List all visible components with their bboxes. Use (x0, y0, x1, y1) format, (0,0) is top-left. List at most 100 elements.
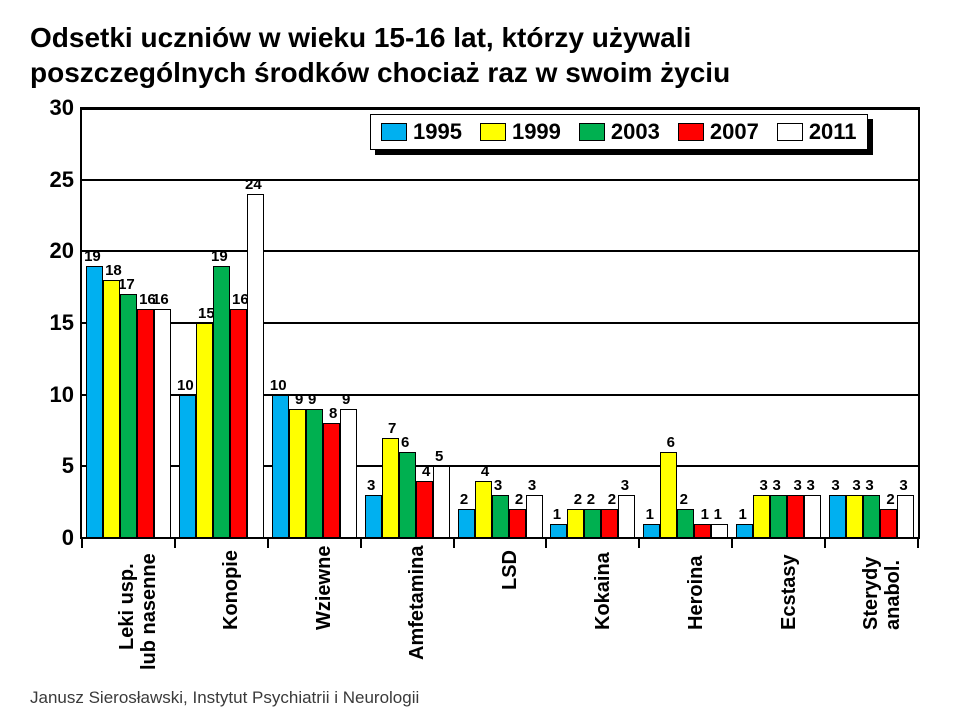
bar (643, 524, 660, 538)
bar (770, 495, 787, 538)
bar-value-label: 24 (245, 176, 262, 193)
x-tick-mark (824, 538, 826, 548)
bar (289, 409, 306, 538)
bar (103, 280, 120, 538)
x-category-label: Amfetamina (406, 546, 429, 660)
x-category-label: anabol. (882, 560, 905, 630)
gridline (80, 107, 920, 109)
bar (567, 509, 584, 538)
bar (433, 466, 450, 538)
legend-swatch (480, 123, 506, 141)
bar-value-label: 3 (852, 477, 860, 494)
bar (247, 194, 264, 538)
x-tick-mark (545, 538, 547, 548)
x-tick-mark (453, 538, 455, 548)
bar-value-label: 3 (831, 477, 839, 494)
bar-value-label: 6 (401, 434, 409, 451)
legend-label: 2003 (611, 119, 660, 145)
x-category-label: Sterydy (860, 557, 883, 630)
x-category-label: lub nasenne (138, 553, 161, 670)
legend-swatch (381, 123, 407, 141)
x-category-label: LSD (499, 550, 522, 590)
bar (86, 266, 103, 538)
bar (863, 495, 880, 538)
legend-item: 2003 (579, 119, 660, 145)
bar-value-label: 17 (118, 276, 135, 293)
legend-item: 1995 (381, 119, 462, 145)
bar-value-label: 10 (270, 377, 287, 394)
bar (137, 309, 154, 538)
bar (120, 294, 137, 538)
bar (694, 524, 711, 538)
bar (584, 509, 601, 538)
chart: 0510152025301918171616101519162410998937… (30, 98, 930, 648)
bar-value-label: 2 (680, 491, 688, 508)
x-category-label: Ecstasy (778, 554, 801, 630)
bar (846, 495, 863, 538)
bar-value-label: 19 (84, 248, 101, 265)
bar-value-label: 6 (667, 434, 675, 451)
bar-value-label: 3 (621, 477, 629, 494)
x-category-label: Heroina (685, 556, 708, 630)
bar-value-label: 1 (738, 506, 746, 523)
bar (458, 509, 475, 538)
y-tick-label: 0 (30, 525, 74, 551)
legend-label: 1995 (413, 119, 462, 145)
bar (492, 495, 509, 538)
bar-value-label: 9 (308, 391, 316, 408)
bar-value-label: 1 (701, 506, 709, 523)
bar-value-label: 3 (759, 477, 767, 494)
bar (365, 495, 382, 538)
bar-value-label: 2 (886, 491, 894, 508)
y-tick-label: 30 (30, 95, 74, 121)
bar (736, 524, 753, 538)
bar-value-label: 5 (435, 448, 443, 465)
title-line-1: Odsetki uczniów w wieku 15-16 lat, którz… (30, 20, 930, 55)
y-tick-label: 5 (30, 453, 74, 479)
bar-value-label: 3 (806, 477, 814, 494)
y-tick-label: 25 (30, 167, 74, 193)
bar (804, 495, 821, 538)
bar-value-label: 10 (177, 377, 194, 394)
x-category-label: Wziewne (313, 546, 336, 630)
bar (601, 509, 618, 538)
bar-value-label: 9 (342, 391, 350, 408)
bar (196, 323, 213, 538)
bar (179, 395, 196, 538)
bar-value-label: 16 (152, 291, 169, 308)
bar-value-label: 3 (865, 477, 873, 494)
bar-value-label: 1 (553, 506, 561, 523)
legend-item: 2011 (777, 119, 857, 145)
legend-item: 1999 (480, 119, 561, 145)
bar-value-label: 2 (587, 491, 595, 508)
bar (618, 495, 635, 538)
bar-value-label: 9 (295, 391, 303, 408)
bar (880, 509, 897, 538)
bar (526, 495, 543, 538)
bar-value-label: 2 (515, 491, 523, 508)
bar (787, 495, 804, 538)
legend-item: 2007 (678, 119, 759, 145)
bar-value-label: 3 (772, 477, 780, 494)
legend: 1995 1999 2003 2007 2011 (370, 114, 868, 150)
x-tick-mark (360, 538, 362, 548)
bar-value-label: 4 (481, 463, 489, 480)
y-tick-label: 10 (30, 382, 74, 408)
bar-value-label: 4 (422, 463, 430, 480)
bar-value-label: 3 (793, 477, 801, 494)
bar-value-label: 2 (608, 491, 616, 508)
bar (475, 481, 492, 538)
legend-swatch (777, 123, 803, 141)
bar-value-label: 3 (899, 477, 907, 494)
title-line-2: poszczególnych środków chociaż raz w swo… (30, 55, 930, 90)
bar (897, 495, 914, 538)
x-category-label: Leki usp. (116, 563, 139, 650)
bar-value-label: 19 (211, 248, 228, 265)
y-tick-label: 15 (30, 310, 74, 336)
bar-value-label: 3 (528, 477, 536, 494)
x-tick-mark (731, 538, 733, 548)
bar-value-label: 2 (460, 491, 468, 508)
y-tick-label: 20 (30, 238, 74, 264)
bar-value-label: 3 (494, 477, 502, 494)
legend-swatch (678, 123, 704, 141)
